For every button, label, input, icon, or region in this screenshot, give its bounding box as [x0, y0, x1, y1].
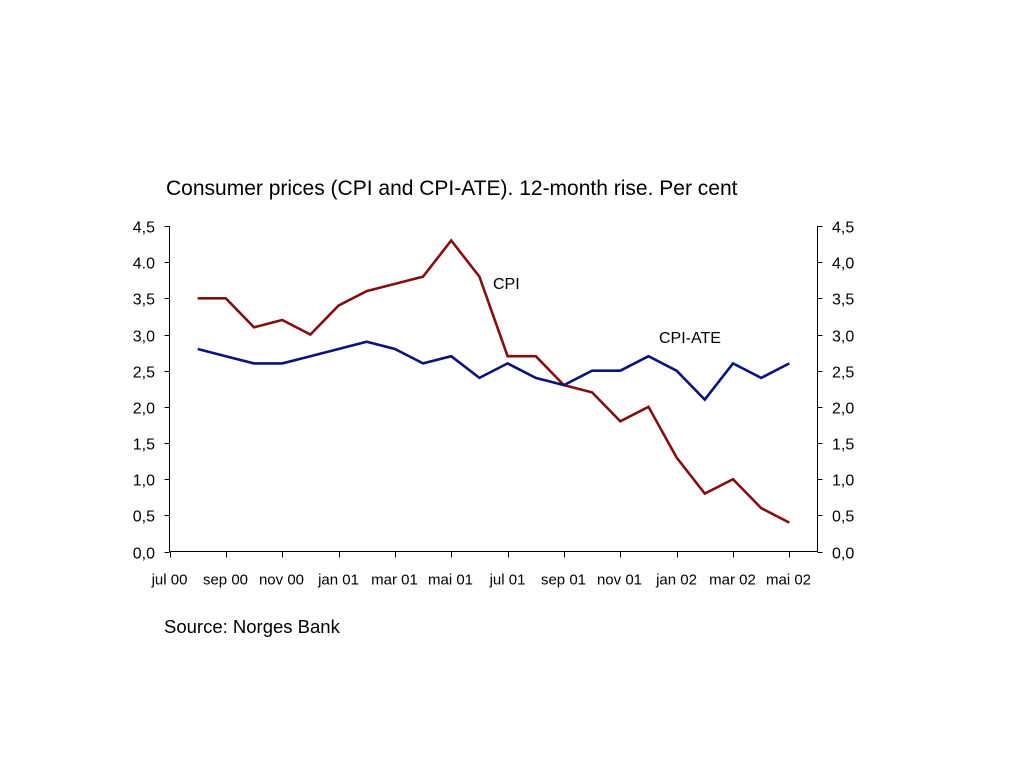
- series-line-cpi: [197, 238, 790, 524]
- y-tick-label-left: 4,5: [133, 219, 155, 236]
- y-tick-label-left: 0,5: [133, 508, 155, 525]
- y-tick-label-right: 1,5: [832, 436, 854, 453]
- series-line-cpi-ate: [197, 340, 790, 402]
- x-tick-label: nov 01: [597, 572, 642, 589]
- y-tick-label-right: 2,0: [832, 400, 854, 417]
- y-tick-label-right: 1,0: [832, 472, 854, 489]
- series-label-cpi: CPI: [493, 276, 520, 293]
- y-tick-label-left: 2,5: [133, 364, 155, 381]
- y-tick-label-right: 2,5: [832, 364, 854, 381]
- x-tick-label: jul 00: [151, 572, 188, 589]
- y-tick-label-right: 0,0: [832, 545, 854, 562]
- x-tick-label: mar 01: [371, 572, 418, 589]
- y-tick-label-right: 3,5: [832, 291, 854, 308]
- plot-area: 0,0 0,5 1,0 1,5 2,0 2,5 3,0 3,5 4.0 4,5 0,0 0,5 1,0…: [133, 219, 855, 588]
- series-group: [197, 238, 790, 524]
- y-tick-label-left: 3,0: [133, 328, 155, 345]
- y-tick-label-left: 0,0: [133, 545, 155, 562]
- x-tick-label: jul 01: [489, 572, 526, 589]
- x-tick-label: jan 02: [655, 572, 697, 589]
- y-tick-label-left: 4.0: [133, 255, 155, 272]
- x-tick-label: mar 02: [709, 572, 756, 589]
- x-tick-label: jan 01: [317, 572, 359, 589]
- source-note: Source: Norges Bank: [164, 616, 341, 637]
- x-tick-label: mai 02: [766, 572, 811, 589]
- y-ticks-right: 0,0 0,5 1,0 1,5 2,0 2,5 3,0 3,5 4,0 4,5: [817, 219, 854, 562]
- x-tick-label: nov 00: [259, 572, 304, 589]
- chart-title: Consumer prices (CPI and CPI-ATE). 12-mo…: [166, 177, 738, 200]
- y-ticks-left: 0,0 0,5 1,0 1,5 2,0 2,5 3,0 3,5 4.0 4,5: [133, 219, 170, 562]
- series-label-cpi-ate: CPI-ATE: [659, 330, 721, 347]
- y-tick-label-right: 4,0: [832, 255, 854, 272]
- y-tick-label-left: 1,0: [133, 472, 155, 489]
- x-tick-label: sep 00: [203, 572, 248, 589]
- x-tick-label: sep 01: [541, 572, 586, 589]
- y-tick-label-right: 0,5: [832, 508, 854, 525]
- y-tick-label-right: 3,0: [832, 328, 854, 345]
- y-tick-label-left: 2,0: [133, 400, 155, 417]
- y-tick-label-right: 4,5: [832, 219, 854, 236]
- y-tick-label-left: 3,5: [133, 291, 155, 308]
- x-ticks: jul 00 sep 00 nov 00 jan 01 mar 01 mai 01 jul …: [151, 551, 811, 589]
- x-tick-label: mai 01: [428, 572, 473, 589]
- y-tick-label-left: 1,5: [133, 436, 155, 453]
